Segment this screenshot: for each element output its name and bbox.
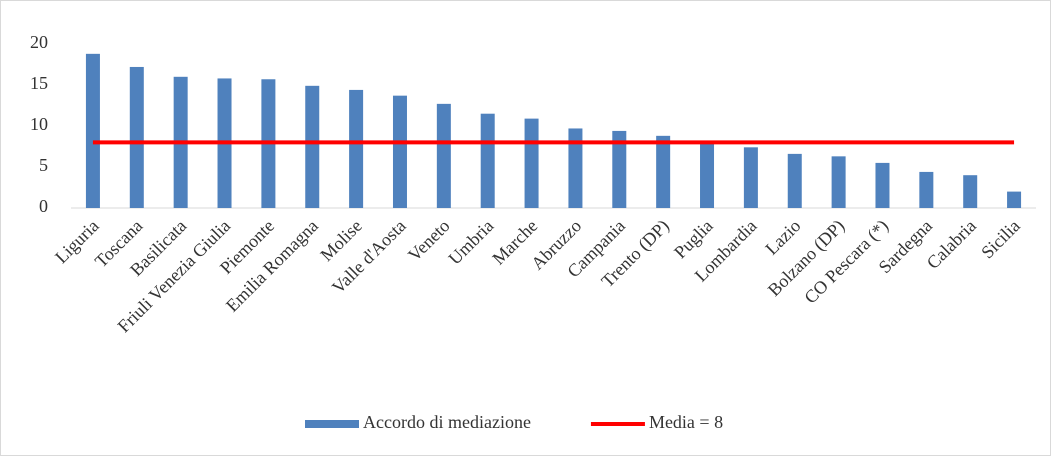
y-tick-label: 15 (30, 73, 48, 93)
bar (568, 128, 583, 208)
bar (831, 156, 846, 208)
legend-label: Media = 8 (649, 412, 723, 432)
legend-label: Accordo di mediazione (363, 412, 531, 432)
bar (612, 130, 627, 208)
bar (1007, 191, 1022, 208)
bar (743, 147, 758, 208)
bar (129, 66, 144, 209)
bar (875, 162, 890, 208)
bar (436, 103, 451, 208)
bar (656, 135, 671, 208)
y-tick-label: 20 (30, 32, 48, 52)
y-tick-label: 0 (39, 196, 48, 216)
bar (524, 118, 539, 208)
bar (700, 141, 715, 208)
bar (349, 89, 364, 208)
legend-swatch (305, 420, 359, 428)
bar (919, 171, 934, 208)
y-tick-label: 10 (30, 114, 48, 134)
bar (787, 153, 802, 208)
bar (85, 53, 100, 209)
bar (392, 95, 407, 208)
bar (305, 85, 320, 208)
bar (480, 113, 495, 208)
y-tick-label: 5 (39, 155, 48, 175)
bar (963, 175, 978, 208)
